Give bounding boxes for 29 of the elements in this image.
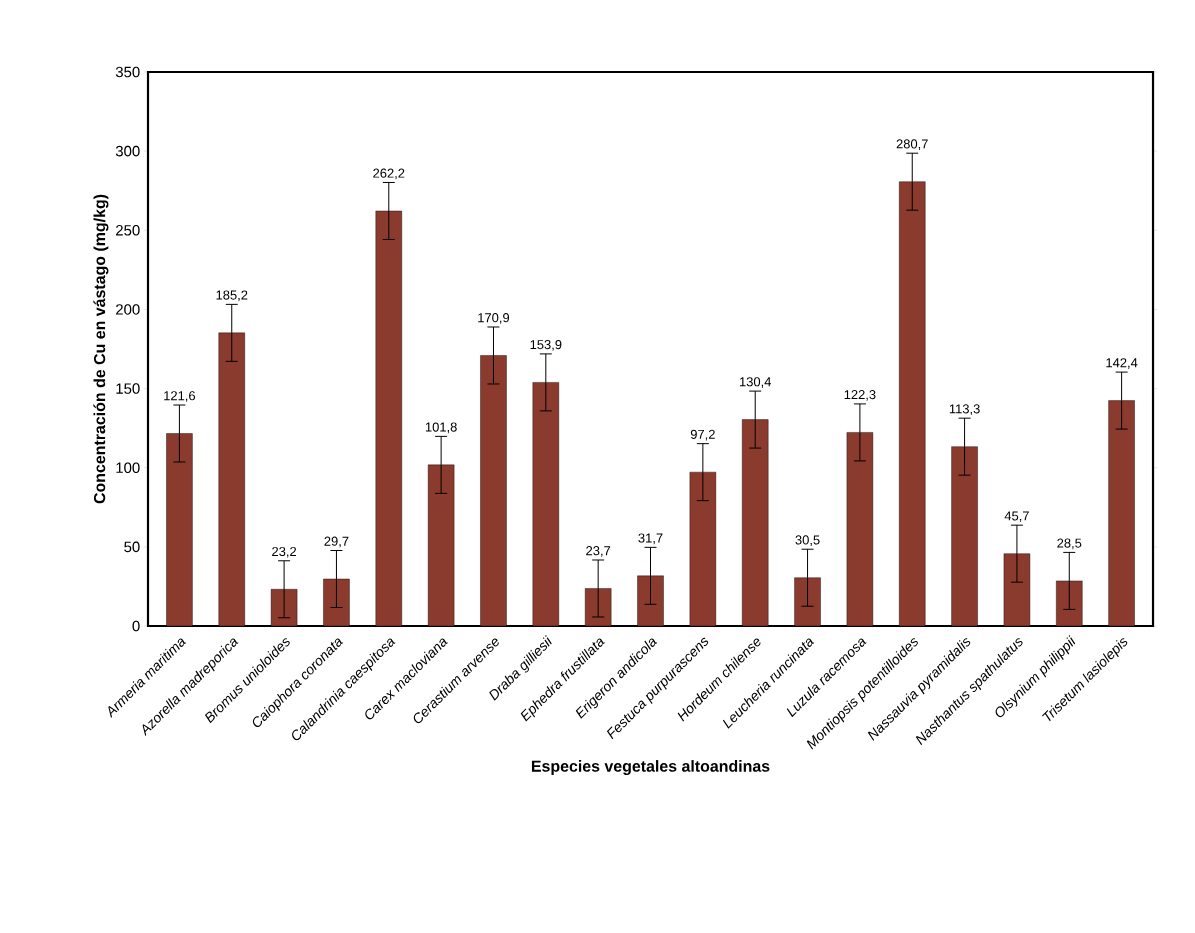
data-label: 122,3 — [844, 390, 876, 401]
y-tick-label: 350 — [115, 66, 140, 78]
data-label: 23,2 — [272, 546, 297, 558]
data-label: 23,7 — [586, 546, 611, 557]
y-tick-label: 150 — [116, 383, 140, 394]
y-tick-label: 250 — [116, 224, 140, 236]
data-label: 262,2 — [373, 168, 405, 180]
data-label: 121,6 — [164, 391, 196, 402]
data-label: 28,5 — [1057, 538, 1082, 550]
data-label: 185,2 — [216, 290, 248, 302]
data-label: 170,9 — [478, 313, 510, 324]
y-tick-label: 0 — [132, 620, 140, 632]
y-tick-label: 50 — [124, 541, 140, 553]
data-label: 30,5 — [795, 535, 820, 547]
data-label: 45,7 — [1004, 511, 1029, 522]
y-tick-label: 100 — [116, 462, 140, 473]
data-label: 142,4 — [1106, 358, 1138, 369]
x-axis-title: Especies vegetales altoandinas — [531, 760, 770, 776]
y-axis-title: Concentración de Cu en vástago (mg/kg) — [93, 194, 109, 504]
data-label: 280,7 — [896, 139, 928, 150]
data-label: 130,4 — [739, 377, 772, 388]
data-label: 31,7 — [638, 533, 663, 545]
data-label: 101,8 — [425, 422, 457, 434]
y-tick-label: 300 — [115, 145, 140, 157]
y-tick-label: 200 — [116, 304, 140, 315]
data-label: 97,2 — [690, 429, 715, 441]
data-label: 113,3 — [949, 404, 980, 415]
data-label: 29,7 — [324, 536, 349, 548]
data-label: 153,9 — [530, 340, 562, 351]
